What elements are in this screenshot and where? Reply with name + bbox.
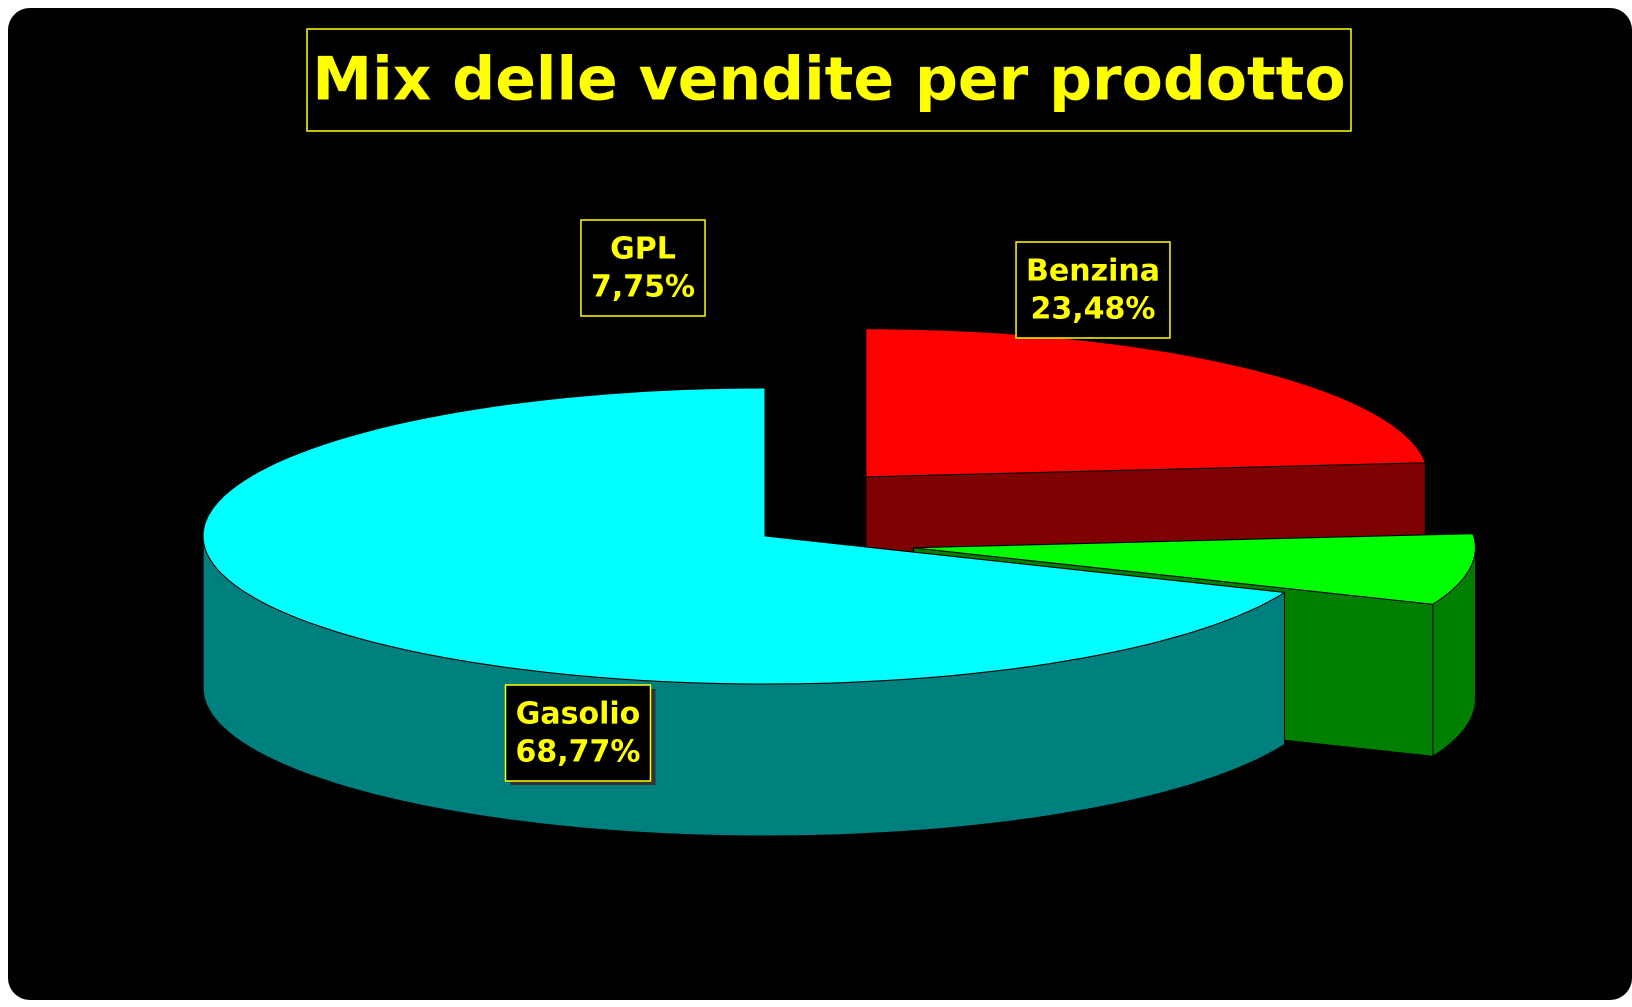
label-box bbox=[580, 219, 706, 317]
label-value: 23,48% bbox=[1031, 292, 1156, 327]
label-category: GPL bbox=[610, 232, 676, 267]
slice bbox=[202, 387, 1287, 837]
label-box bbox=[1015, 241, 1171, 339]
slice-top bbox=[913, 533, 1476, 605]
label-category: Benzina bbox=[1026, 254, 1160, 289]
label-value: 7,75% bbox=[591, 270, 695, 305]
label-category: Gasolio bbox=[516, 697, 641, 732]
title-box bbox=[306, 28, 1352, 132]
label-box bbox=[504, 684, 652, 782]
slice-top bbox=[865, 328, 1427, 478]
chart-title: Mix delle vendite per prodotto bbox=[312, 45, 1345, 115]
slice-top bbox=[202, 387, 1287, 685]
label-value: 68,77% bbox=[516, 735, 641, 770]
